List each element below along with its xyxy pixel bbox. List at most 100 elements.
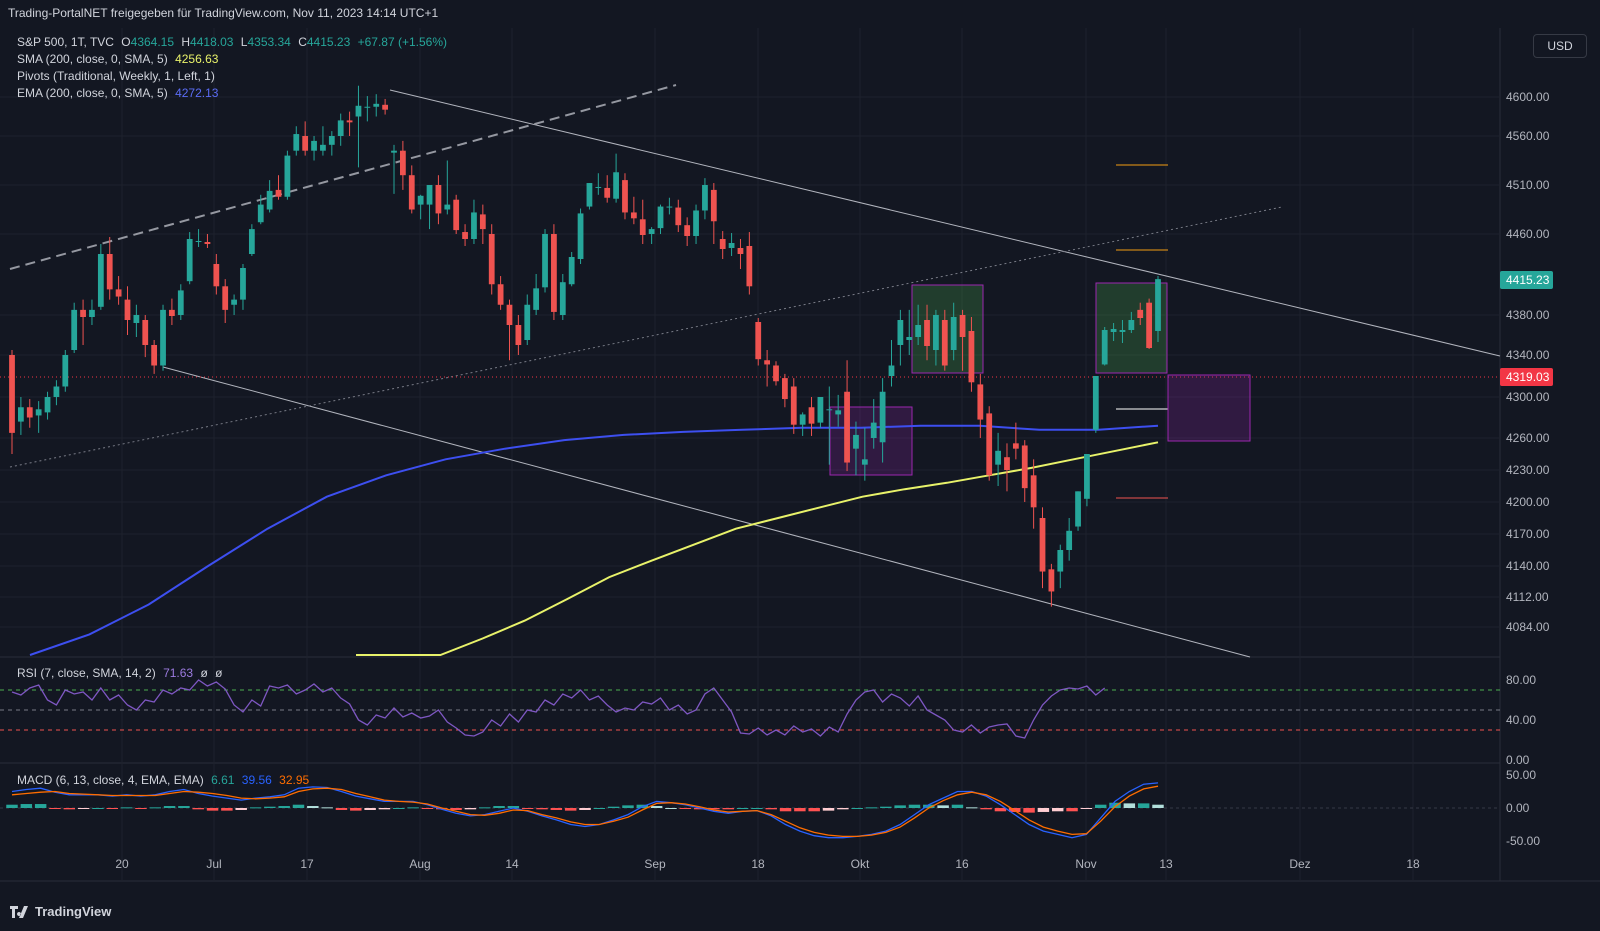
- macd-histogram-bar: [350, 808, 362, 811]
- sma-legend[interactable]: SMA (200, close, 0, SMA, 5) 4256.63: [17, 52, 222, 66]
- macd-histogram-bar: [1066, 808, 1078, 812]
- candle-body: [968, 331, 975, 383]
- pivots-legend[interactable]: Pivots (Traditional, Weekly, 1, Left, 1): [17, 69, 219, 83]
- sma-value: 4256.63: [175, 52, 219, 66]
- candle-body: [35, 409, 42, 416]
- symbol-name[interactable]: S&P 500, 1T, TVC: [17, 35, 114, 49]
- candle-body: [781, 378, 788, 400]
- time-tick-label: Dez: [1289, 857, 1310, 871]
- macd-legend[interactable]: MACD (6, 13, close, 4, EMA, EMA) 6.61 39…: [17, 773, 313, 787]
- candle-body: [710, 189, 717, 222]
- macd-histogram-bar: [722, 808, 734, 810]
- candle-body: [488, 234, 495, 285]
- candle-body: [702, 185, 708, 211]
- purple-zone-box: [829, 406, 913, 476]
- macd-histogram-bar: [1037, 808, 1050, 812]
- ohlc-high: H4418.03: [181, 35, 234, 49]
- candle-body: [1137, 309, 1144, 318]
- candle-body: [1012, 443, 1019, 449]
- macd-tick-label: 50.00: [1506, 768, 1536, 782]
- macd-histogram-bar: [1094, 804, 1107, 808]
- tradingview-logo-icon: [10, 905, 30, 918]
- candle-body: [302, 136, 309, 151]
- sma-label[interactable]: SMA (200, close, 0, SMA, 5): [17, 52, 168, 66]
- candle-body: [9, 355, 15, 433]
- candle-body: [773, 365, 779, 382]
- candle-body: [1092, 376, 1099, 430]
- downtrend-line-lower: [162, 366, 1251, 658]
- candle-body: [790, 386, 797, 425]
- symbol-legend[interactable]: S&P 500, 1T, TVC O4364.15 H4418.03 L4353…: [17, 35, 451, 49]
- candle-body: [1004, 457, 1010, 470]
- macd-histogram-bar: [951, 804, 964, 808]
- candle-body: [515, 325, 522, 345]
- macd-histogram-bar: [564, 808, 577, 811]
- macd-histogram-bar: [593, 808, 606, 809]
- macd-label[interactable]: MACD (6, 13, close, 4, EMA, EMA): [17, 773, 204, 787]
- last-price-tag: [1500, 271, 1553, 289]
- macd-histogram-bar: [908, 804, 921, 808]
- price-tick-label: 4170.00: [1506, 527, 1550, 541]
- candle-body: [97, 254, 104, 307]
- macd-histogram-bar: [264, 806, 276, 808]
- last-price-label: 4415.23: [1506, 273, 1550, 287]
- price-tick-label: 4380.00: [1506, 308, 1550, 322]
- ema-label[interactable]: EMA (200, close, 0, SMA, 5): [17, 86, 168, 100]
- candle-body: [328, 136, 335, 145]
- candle-body: [1084, 454, 1090, 499]
- macd-histogram-bar: [63, 808, 76, 810]
- macd-histogram-bar: [980, 808, 992, 810]
- price-tick-label: 4230.00: [1506, 463, 1550, 477]
- price-tick-label: 4460.00: [1506, 227, 1550, 241]
- candle-body: [133, 315, 140, 323]
- candle-body: [186, 239, 193, 282]
- candle-body: [684, 225, 691, 236]
- candle-body: [524, 304, 531, 340]
- dashed-trend-line: [9, 84, 677, 270]
- candle-body: [293, 134, 300, 151]
- candle-body: [435, 185, 442, 214]
- ema-legend[interactable]: EMA (200, close, 0, SMA, 5) 4272.13: [17, 86, 222, 100]
- macd-histogram-bar: [292, 804, 305, 808]
- macd-histogram-bar: [178, 806, 190, 808]
- sma-200-line: [356, 441, 1159, 656]
- candle-body: [799, 414, 806, 425]
- candle-body: [737, 248, 744, 254]
- level-price-tag: [1500, 368, 1553, 386]
- candle-body: [195, 241, 202, 242]
- candle-body: [1066, 530, 1073, 550]
- candle-body: [1057, 550, 1064, 572]
- currency-button[interactable]: USD: [1533, 34, 1587, 58]
- candle-body: [53, 386, 60, 397]
- candle-body: [1155, 279, 1161, 331]
- pivots-label[interactable]: Pivots (Traditional, Weekly, 1, Left, 1): [17, 69, 215, 83]
- macd-tick-label: -50.00: [1506, 834, 1540, 848]
- rsi-legend[interactable]: RSI (7, close, SMA, 14, 2) 71.63 ø ø: [17, 666, 226, 680]
- macd-histogram-bar: [493, 806, 505, 808]
- dotted-trend-line: [9, 206, 1283, 468]
- rsi-tick-label: 80.00: [1506, 673, 1536, 687]
- macd-histogram-bar: [120, 807, 133, 809]
- candle-body: [808, 407, 815, 424]
- candle-body: [915, 325, 922, 337]
- candle-body: [995, 450, 1001, 465]
- candle-body: [622, 180, 628, 213]
- macd-histogram-bar: [278, 806, 290, 808]
- candle-body: [462, 232, 468, 239]
- macd-histogram-bar: [421, 808, 434, 809]
- candle-body: [755, 322, 762, 360]
- candle-body: [986, 413, 993, 476]
- ohlc-change: +67.87 (+1.56%): [357, 35, 448, 49]
- ohlc-close: C4415.23: [298, 35, 351, 49]
- macd-histogram-bar: [894, 805, 906, 808]
- candle-body: [151, 345, 158, 366]
- tradingview-brand[interactable]: TradingView: [10, 904, 111, 919]
- rsi-label[interactable]: RSI (7, close, SMA, 14, 2): [17, 666, 156, 680]
- macd-histogram-bar: [221, 808, 233, 811]
- candle-body: [373, 103, 380, 107]
- candle-body: [950, 317, 957, 350]
- candle-body: [586, 183, 593, 207]
- macd-histogram-bar: [622, 805, 634, 808]
- candle-body: [639, 219, 646, 235]
